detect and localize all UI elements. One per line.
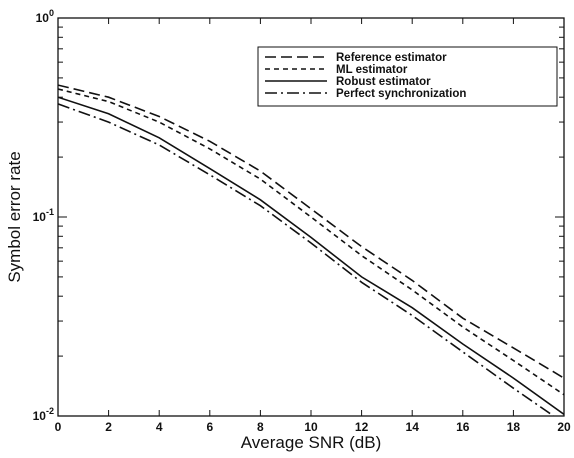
- x-tick-label: 14: [406, 420, 420, 434]
- series-line-3: [58, 96, 564, 415]
- x-tick-label: 8: [257, 420, 264, 434]
- series-line-1: [58, 84, 564, 379]
- x-tick-label: 0: [55, 420, 62, 434]
- y-tick-label: 10-2: [33, 406, 54, 423]
- x-tick-label: 16: [456, 420, 470, 434]
- legend-label-4: Perfect synchronization: [336, 88, 466, 100]
- y-tick-label: 10-1: [33, 207, 54, 224]
- x-tick-label: 2: [105, 420, 112, 434]
- x-tick-label: 18: [507, 420, 521, 434]
- y-tick-label: 100: [36, 8, 54, 25]
- x-tick-label: 6: [206, 420, 213, 434]
- legend-label-2: ML estimator: [336, 64, 408, 76]
- x-tick-label: 12: [355, 420, 369, 434]
- plot-area-frame: [57, 17, 565, 417]
- x-axis-label: Average SNR (dB): [241, 433, 381, 452]
- x-tick-label: 10: [304, 420, 318, 434]
- legend-label-3: Robust estimator: [336, 76, 431, 88]
- x-tick-label: 20: [557, 420, 571, 434]
- series-line-4: [58, 103, 555, 416]
- legend-label-1: Reference estimator: [336, 52, 447, 64]
- x-tick-label: 4: [156, 420, 163, 434]
- y-axis-label: Symbol error rate: [5, 151, 24, 282]
- series-line-2: [58, 88, 564, 396]
